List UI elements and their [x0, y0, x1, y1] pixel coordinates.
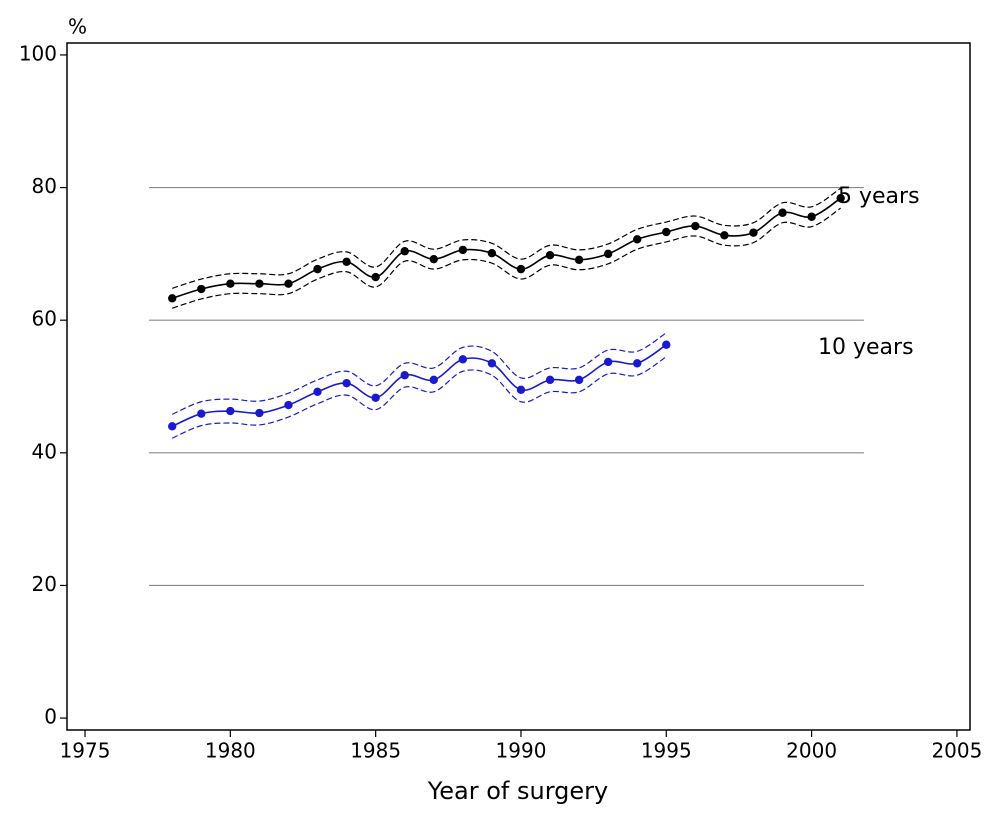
point	[633, 235, 642, 244]
point	[749, 228, 758, 237]
x-tick-label: 2000	[786, 739, 837, 763]
x-tick-label: 1995	[641, 739, 692, 763]
series-label: 5 years	[838, 184, 920, 209]
point	[342, 378, 351, 388]
series-label: 10 years	[818, 335, 914, 360]
point	[662, 340, 671, 349]
point	[603, 249, 613, 259]
point	[313, 387, 322, 397]
y-tick-label: 40	[32, 439, 57, 463]
point	[313, 264, 322, 274]
point	[516, 385, 526, 395]
point	[458, 245, 468, 255]
point	[545, 375, 555, 385]
point	[458, 355, 468, 364]
point	[226, 279, 235, 288]
point	[255, 279, 264, 288]
point	[633, 359, 642, 368]
point	[487, 249, 497, 258]
x-tick-label: 1980	[205, 739, 256, 763]
ci-line	[171, 356, 667, 439]
point	[720, 231, 729, 240]
x-tick-label: 1990	[496, 739, 547, 763]
x-tick-label: 2005	[931, 739, 982, 763]
point	[516, 264, 526, 274]
point	[574, 255, 584, 265]
x-tick-label: 1975	[60, 739, 111, 763]
ci-line	[171, 332, 667, 415]
point	[371, 393, 380, 402]
y-tick-label: 100	[19, 41, 57, 65]
point	[662, 227, 671, 237]
point	[807, 212, 816, 221]
point	[197, 284, 206, 294]
point	[284, 279, 293, 288]
point	[836, 193, 845, 203]
y-tick-label: 0	[44, 705, 57, 729]
point	[487, 359, 497, 368]
point	[691, 221, 700, 231]
point	[226, 406, 235, 416]
point	[778, 208, 787, 217]
point	[168, 294, 177, 303]
point	[400, 371, 409, 380]
x-tick-label: 1985	[350, 739, 401, 763]
point	[400, 247, 409, 256]
point	[545, 251, 555, 260]
point	[371, 272, 380, 282]
y-tick-label: 20	[32, 572, 57, 596]
point	[429, 375, 438, 385]
ci-line	[172, 187, 842, 289]
x-axis-label: Year of surgery	[427, 777, 608, 805]
y-unit-label: %	[68, 15, 87, 39]
point	[284, 400, 293, 410]
point	[255, 408, 264, 418]
plot-frame	[66, 42, 971, 731]
series-line	[171, 197, 842, 300]
ci-line	[172, 207, 842, 309]
y-tick-label: 60	[32, 307, 57, 331]
y-tick-label: 80	[32, 174, 57, 198]
point	[603, 357, 613, 367]
point	[574, 375, 584, 385]
point	[197, 409, 206, 418]
point	[342, 257, 351, 267]
series-line	[171, 344, 667, 428]
point	[429, 254, 438, 264]
point	[168, 422, 177, 431]
